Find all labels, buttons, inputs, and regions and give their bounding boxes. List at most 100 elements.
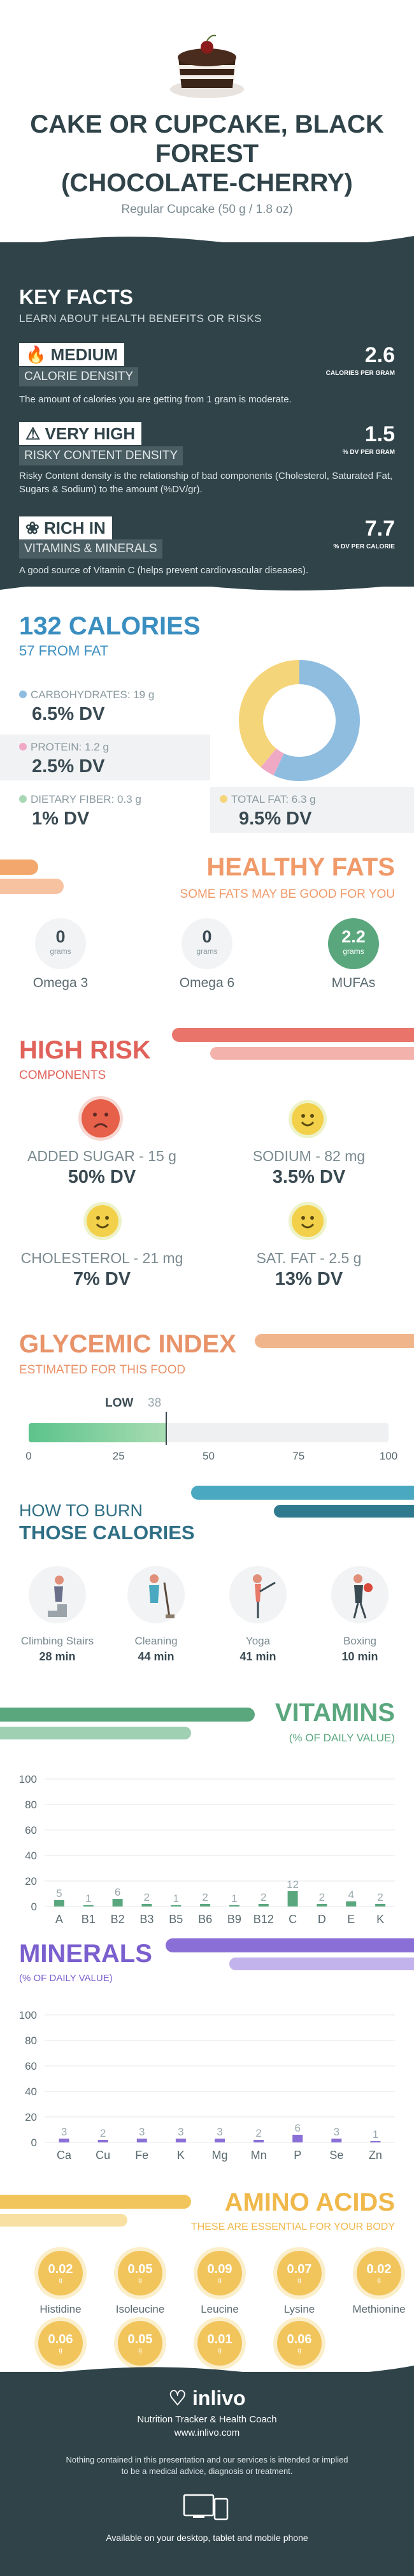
key-fact-name: RISKY CONTENT DENSITY <box>19 446 183 465</box>
amino-unit: g <box>218 2347 222 2354</box>
glycemic-track <box>29 1423 389 1442</box>
calories-donut-chart <box>239 660 360 781</box>
boxing-icon <box>331 1566 389 1623</box>
minerals-title: MINERALS <box>19 1940 152 1968</box>
y-tick-label: 40 <box>25 1850 37 1862</box>
bar-value-label: 1 <box>373 2128 378 2141</box>
x-tick-label: D <box>318 1913 326 1926</box>
bar-b1 <box>83 1905 94 1906</box>
glycemic-tick-label: 100 <box>379 1450 398 1462</box>
bar-a <box>54 1900 64 1906</box>
bar-cu <box>97 2140 108 2142</box>
healthy-fats-subtitle: SOME FATS MAY BE GOOD FOR YOU <box>180 888 395 901</box>
sat-fat-dv: 13% DV <box>275 1269 343 1289</box>
y-tick-label: 20 <box>25 1875 37 1887</box>
bar-value-label: 1 <box>173 1892 179 1905</box>
carbs-dv: 6.5% DV <box>32 704 105 724</box>
y-tick-label: 20 <box>25 2111 37 2123</box>
sodium-dv: 3.5% DV <box>272 1167 346 1187</box>
footer-disclaimer-line1: Nothing contained in this presentation a… <box>66 2455 348 2464</box>
x-tick-label: B1 <box>82 1913 96 1926</box>
amino-circle: 0.06 g <box>277 2321 322 2366</box>
bar-value-label: 3 <box>334 2126 339 2138</box>
vitamins-subtitle: (% OF DAILY VALUE) <box>289 1732 395 1744</box>
cholesterol-dv: 7% DV <box>73 1269 131 1289</box>
glycemic-title: GLYCEMIC INDEX <box>19 1330 236 1358</box>
omega6-unit: grams <box>196 947 218 956</box>
key-fact-name: VITAMINS & MINERALS <box>19 539 162 559</box>
y-tick-label: 60 <box>25 2060 37 2072</box>
burn-title-line1: HOW TO BURN <box>19 1501 143 1520</box>
glycemic-fill <box>29 1423 166 1442</box>
bar-value-label: 6 <box>294 2122 300 2134</box>
smiley-face-icon <box>292 1205 324 1237</box>
fiber-dot <box>19 795 27 803</box>
x-tick-label: Fe <box>135 2149 148 2162</box>
bar-value-label: 5 <box>56 1887 62 1899</box>
donut-slice-total-fat <box>239 660 300 768</box>
key-fact-name: CALORIE DENSITY <box>19 367 139 386</box>
amino-unit: g <box>297 2277 301 2284</box>
stairs-icon <box>29 1566 86 1623</box>
wave-divider <box>0 236 414 249</box>
decor-stripe <box>210 1047 414 1060</box>
footer-brand: ♡ inlivo <box>0 2386 414 2410</box>
glycemic-value: 38 <box>148 1396 162 1410</box>
bar-value-label: 2 <box>261 1891 266 1903</box>
amino-unit: g <box>377 2277 381 2284</box>
vitamins-bar-chart: 100 80 60 40 20 0 5 A 1 B1 6 B2 2 B3 1 B5 2 B6 1 B9 2 B12 12 C 2… <box>19 1773 395 1926</box>
glycemic-tick-label: 75 <box>292 1450 305 1462</box>
smiley-face-icon <box>87 1205 118 1237</box>
wave-divider <box>0 2366 414 2380</box>
key-fact-value: 1.5 <box>364 422 395 446</box>
mufa-label: MUFAs <box>331 976 376 990</box>
amino-circle: 0.06 g <box>38 2321 83 2366</box>
donut-slice-protein <box>261 748 285 775</box>
key-fact-unit: % DV PER CALORIE <box>333 543 395 550</box>
minerals-subtitle: (% OF DAILY VALUE) <box>19 1973 113 1984</box>
decor-stripe <box>0 879 64 894</box>
x-tick-label: Mg <box>211 2149 227 2162</box>
omega6-circle: 0 grams <box>182 918 232 969</box>
x-tick-label: Mn <box>251 2149 267 2162</box>
key-fact-description: The amount of calories you are getting f… <box>19 394 292 405</box>
bar-value-label: 3 <box>178 2126 183 2138</box>
amino-value: 0.06 <box>48 2332 73 2346</box>
amino-value: 0.05 <box>127 2262 153 2276</box>
smiley-face-icon <box>292 1103 324 1135</box>
key-fact-unit: CALORIES PER GRAM <box>325 370 395 377</box>
leaf-icon: ❀ <box>25 518 39 538</box>
x-tick-label: K <box>177 2149 185 2162</box>
key-facts-title: KEY FACTS <box>19 286 133 309</box>
brand-name: inlivo <box>192 2387 246 2410</box>
footer-tagline: Nutrition Tracker & Health Coach <box>137 2414 277 2425</box>
fat-dv: 9.5% DV <box>239 809 312 829</box>
footer-disclaimer-line2: to be a medical advice, diagnosis or tre… <box>121 2466 293 2476</box>
y-tick-label: 100 <box>19 1773 37 1785</box>
sad-face-icon <box>82 1099 120 1138</box>
x-tick-label: Cu <box>96 2149 110 2162</box>
calories-subtitle: 57 FROM FAT <box>19 643 109 659</box>
devices-icon <box>183 2494 229 2521</box>
amino-circle: 0.01 g <box>197 2321 242 2366</box>
carbs-label: CARBOHYDRATES: 19 g <box>31 689 155 701</box>
amino-value: 0.02 <box>48 2262 73 2276</box>
burn-activity-minutes: 44 min <box>138 1650 175 1663</box>
amino-label: Lysine <box>283 2303 315 2315</box>
bar-value-label: 4 <box>348 1889 354 1901</box>
decor-stripe <box>274 1505 414 1518</box>
decor-stripe <box>0 2214 127 2227</box>
fat-band <box>210 787 414 833</box>
footer-url[interactable]: www.inlivo.com <box>174 2427 240 2438</box>
heart-icon: ♡ <box>168 2387 187 2410</box>
x-tick-label: E <box>347 1913 355 1926</box>
amino-unit: g <box>59 2347 62 2354</box>
key-fact-value: 7.7 <box>364 516 395 541</box>
footer: ♡ inlivo Nutrition Tracker & Health Coac… <box>0 2366 414 2576</box>
bar-b6 <box>200 1904 211 1906</box>
flame-icon: 🔥 <box>25 345 46 364</box>
amino-unit: g <box>59 2277 62 2284</box>
bar-b2 <box>112 1899 123 1906</box>
burn-activity-label: Cleaning <box>134 1635 178 1647</box>
omega3-label: Omega 3 <box>32 976 89 990</box>
